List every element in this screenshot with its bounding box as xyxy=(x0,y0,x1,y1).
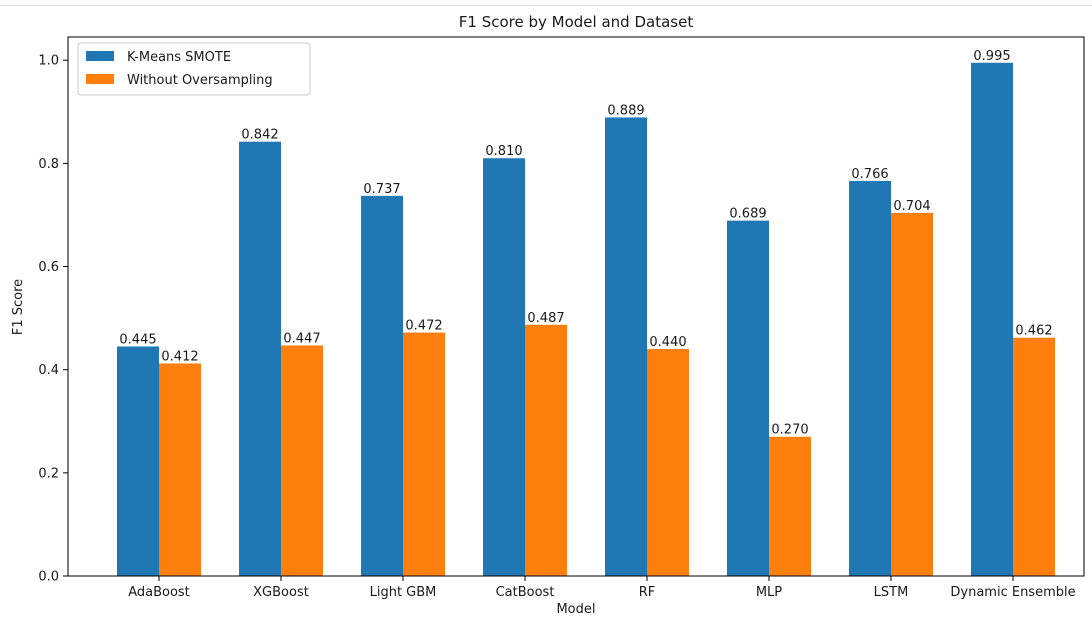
data-label-without-oversampling-lstm: 0.704 xyxy=(893,199,930,214)
legend-label-kmeans: K-Means SMOTE xyxy=(127,50,231,65)
chart-title: F1 Score by Model and Dataset xyxy=(459,13,694,31)
y-axis-label: F1 Score xyxy=(11,279,26,335)
data-label-k-means-smote-rf: 0.889 xyxy=(607,103,644,118)
top-divider xyxy=(0,5,1092,6)
data-label-k-means-smote-lstm: 0.766 xyxy=(851,167,888,182)
legend-swatch-kmeans xyxy=(86,51,114,61)
data-label-k-means-smote-light-gbm: 0.737 xyxy=(363,182,400,197)
data-label-k-means-smote-xgboost: 0.842 xyxy=(241,128,278,143)
x-tick-label-light-gbm: Light GBM xyxy=(370,585,437,600)
y-tick-label-4: 0.8 xyxy=(38,157,59,172)
x-axis: AdaBoost XGBoost Light GBM CatBoost RF MLP LST… xyxy=(128,576,1076,600)
bar-without-oversampling-light-gbm xyxy=(403,332,445,576)
bar-without-oversampling-rf xyxy=(647,349,689,576)
bar-without-oversampling-xgboost xyxy=(281,345,323,576)
x-axis-label: Model xyxy=(556,602,595,617)
legend-box xyxy=(77,42,311,96)
data-label-without-oversampling-catboost: 0.487 xyxy=(527,311,564,326)
y-tick-label-0: 0.0 xyxy=(38,570,59,585)
bar-k-means-smote-xgboost xyxy=(239,141,281,576)
bar-k-means-smote-catboost xyxy=(483,158,525,577)
data-label-without-oversampling-adaboost: 0.412 xyxy=(161,349,198,364)
x-tick-label-catboost: CatBoost xyxy=(496,585,555,600)
bar-without-oversampling-dynamic-ensemble xyxy=(1013,337,1055,576)
bar-k-means-smote-rf xyxy=(605,117,647,576)
data-label-k-means-smote-adaboost: 0.445 xyxy=(119,332,156,347)
x-tick-label-lstm: LSTM xyxy=(874,585,909,600)
data-label-k-means-smote-mlp: 0.689 xyxy=(729,207,766,222)
y-tick-label-2: 0.4 xyxy=(38,363,59,378)
bar-without-oversampling-catboost xyxy=(525,324,567,576)
data-label-without-oversampling-rf: 0.440 xyxy=(649,335,686,350)
bars-layer xyxy=(117,62,1055,577)
data-label-without-oversampling-xgboost: 0.447 xyxy=(283,331,320,346)
data-labels-layer: 0.445 0.412 0.842 0.447 0.737 0.472 0.810 0.487… xyxy=(119,49,1052,438)
y-tick-label-1: 0.2 xyxy=(38,466,59,481)
bar-k-means-smote-light-gbm xyxy=(361,195,403,576)
x-tick-label-adaboost: AdaBoost xyxy=(128,585,190,600)
bar-without-oversampling-lstm xyxy=(891,212,933,576)
legend: K-Means SMOTE Without Oversampling xyxy=(77,42,311,96)
x-tick-label-dynamic-ensemble: Dynamic Ensemble xyxy=(950,585,1075,600)
bar-k-means-smote-mlp xyxy=(727,220,769,577)
data-label-without-oversampling-mlp: 0.270 xyxy=(771,423,808,438)
bar-without-oversampling-mlp xyxy=(769,436,811,576)
x-tick-label-rf: RF xyxy=(639,585,656,600)
y-tick-label-3: 0.6 xyxy=(38,260,59,275)
y-tick-label-5: 1.0 xyxy=(38,54,59,69)
y-axis: 0.0 0.2 0.4 0.6 0.8 1.0 xyxy=(38,54,68,585)
data-label-without-oversampling-light-gbm: 0.472 xyxy=(405,319,442,334)
x-tick-label-xgboost: XGBoost xyxy=(253,585,309,600)
plot-frame xyxy=(67,36,1085,577)
bar-k-means-smote-lstm xyxy=(849,180,891,576)
bar-k-means-smote-adaboost xyxy=(117,346,159,576)
x-tick-label-mlp: MLP xyxy=(756,585,782,600)
bar-k-means-smote-dynamic-ensemble xyxy=(971,62,1013,576)
legend-label-without: Without Oversampling xyxy=(127,73,273,88)
data-label-without-oversampling-dynamic-ensemble: 0.462 xyxy=(1015,324,1052,339)
bar-without-oversampling-adaboost xyxy=(159,363,201,576)
legend-swatch-without xyxy=(86,74,114,84)
data-label-k-means-smote-catboost: 0.810 xyxy=(485,144,522,159)
data-label-k-means-smote-dynamic-ensemble: 0.995 xyxy=(973,49,1010,64)
